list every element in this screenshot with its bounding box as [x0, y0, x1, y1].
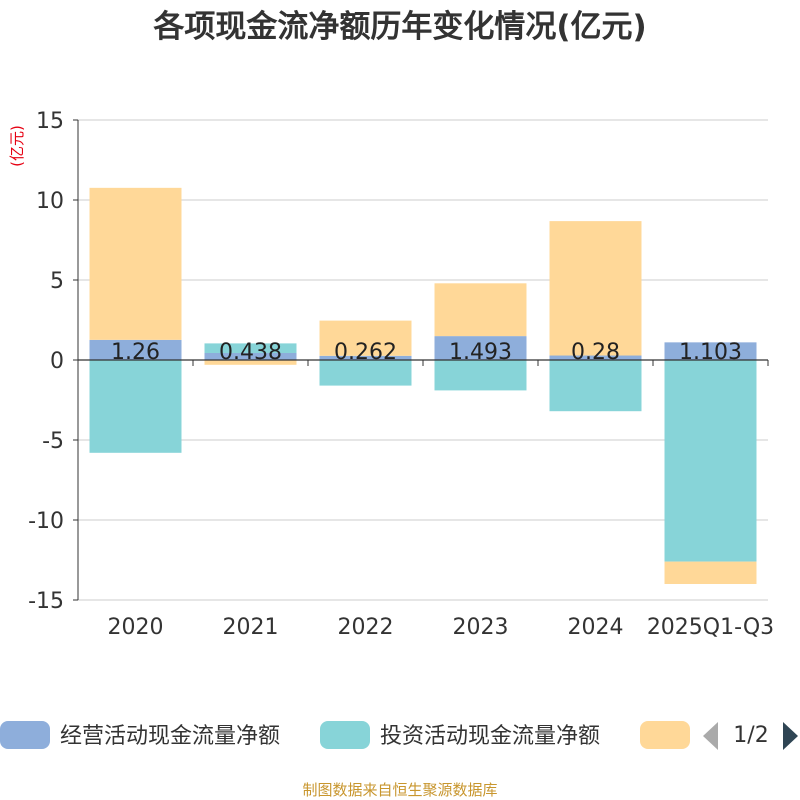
bar-s2-2021	[204, 343, 297, 353]
data-labels: 1.26 0.438 0.262 1.493 0.28 1.103	[111, 340, 742, 365]
data-label: 1.103	[679, 340, 742, 365]
y-tick-label: -10	[28, 509, 64, 534]
y-tick-label: 15	[36, 109, 64, 134]
data-label: 0.28	[571, 340, 620, 365]
data-source: 制图数据来自恒生聚源数据库	[302, 781, 497, 799]
grid-lines	[78, 119, 768, 601]
x-tick-label: 2023	[453, 615, 509, 640]
y-tick-label: 0	[50, 349, 64, 374]
bar-s3-2025Q1-Q3	[664, 561, 757, 584]
legend-label: 经营活动现金流量净额	[60, 724, 280, 749]
data-label: 1.26	[111, 340, 160, 365]
bar-s3-2024	[549, 221, 642, 356]
legend-label: 投资活动现金流量净额	[380, 724, 600, 749]
bars	[89, 187, 757, 584]
y-tick-label: 5	[50, 269, 64, 294]
bar-s3-2023	[434, 283, 527, 337]
y-tick-label: -15	[28, 589, 64, 614]
x-tick-label: 2025Q1-Q3	[647, 615, 774, 640]
legend-swatch	[0, 721, 50, 749]
legend-swatch	[640, 721, 690, 749]
x-tick-label: 2020	[108, 615, 164, 640]
legend: 经营活动现金流量净额 投资活动现金流量净额	[0, 721, 690, 749]
bar-s2-2025Q1-Q3	[664, 360, 757, 562]
bar-s2-2023	[434, 360, 527, 391]
legend-page-indicator: 1/2	[733, 723, 768, 748]
axes	[77, 120, 769, 600]
data-label: 0.438	[219, 340, 282, 365]
legend-swatch	[320, 721, 370, 749]
data-label: 0.262	[334, 340, 397, 365]
x-tick-label: 2022	[338, 615, 394, 640]
bar-s1-2020	[89, 339, 182, 360]
chart-title: 各项现金流净额历年变化情况(亿元)	[152, 9, 646, 45]
data-label: 1.493	[449, 340, 512, 365]
bar-s1-2023	[434, 336, 527, 360]
legend-prev-icon[interactable]	[703, 722, 718, 750]
y-tick-label: -5	[42, 429, 64, 454]
x-tick-label: 2021	[223, 615, 279, 640]
y-tick-label: 10	[36, 189, 64, 214]
bar-s1-2022	[319, 355, 412, 360]
bar-s2-2024	[549, 360, 642, 412]
legend-next-icon[interactable]	[783, 722, 798, 750]
bar-s3-2021	[204, 360, 297, 365]
x-axis-labels: 2020 2021 2022 2023 2024 2025Q1-Q3	[108, 615, 775, 640]
bar-s2-2020	[89, 360, 182, 453]
bar-s2-2022	[319, 360, 412, 386]
bar-s1-2024	[549, 355, 642, 360]
bar-s3-2022	[319, 320, 412, 356]
x-tick-label: 2024	[568, 615, 624, 640]
bar-s1-2021	[204, 352, 297, 360]
bar-s1-2025Q1-Q3	[664, 342, 757, 360]
y-axis-ticks: 15 10 5 0 -5 -10 -15	[28, 109, 78, 614]
bar-s3-2020	[89, 187, 182, 340]
y-axis-unit: (亿元)	[8, 125, 26, 167]
